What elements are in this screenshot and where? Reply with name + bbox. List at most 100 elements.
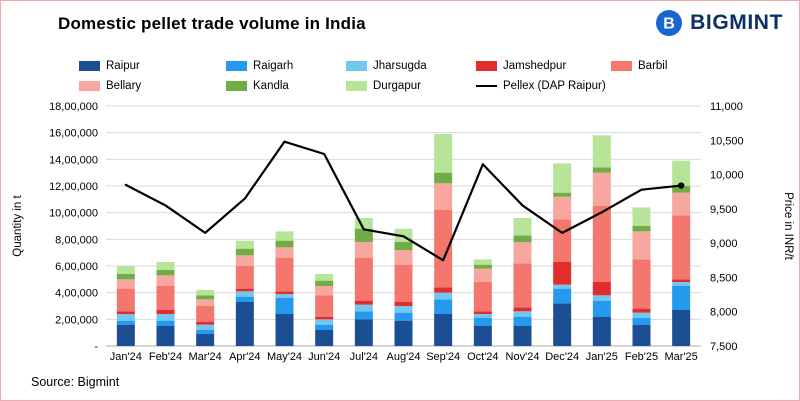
- page-title: Domestic pellet trade volume in India: [58, 14, 366, 33]
- left-tick-label: 12,00,000: [49, 181, 98, 193]
- bar-segment-durgapur: [434, 134, 453, 173]
- bar-segment-bellary: [473, 268, 492, 282]
- bar-segment-jamshedpur: [394, 302, 413, 306]
- bar-segment-kandla: [632, 226, 651, 232]
- bar-segment-raigarh: [354, 311, 373, 320]
- bar-segment-jharsugda: [315, 319, 334, 325]
- left-tick-label: 2,00,000: [55, 314, 98, 326]
- bar-segment-kandla: [473, 264, 492, 269]
- legend-color-swatch: [226, 81, 247, 91]
- right-axis-title: Price in INR/t: [782, 192, 794, 261]
- bar-segment-raigarh: [672, 286, 691, 310]
- x-tick-label: May'24: [267, 351, 302, 363]
- legend-line-swatch: [476, 84, 497, 88]
- legend-color-swatch: [79, 81, 100, 91]
- bar-segment-bellary: [156, 275, 175, 286]
- brand-name: BIGMINT: [690, 11, 783, 34]
- right-tick-label: 11,000: [710, 101, 743, 113]
- x-tick-label: Sep'24: [426, 351, 460, 363]
- right-tick-label: 7,500: [710, 341, 738, 353]
- x-tick-label: Jul'24: [350, 351, 378, 363]
- bar-segment-raigarh: [196, 330, 215, 334]
- bar-segment-kandla: [156, 270, 175, 276]
- bar-segment-raigarh: [632, 318, 651, 325]
- legend-color-swatch: [346, 81, 367, 91]
- bar-segment-durgapur: [592, 135, 611, 168]
- source-note: Source: Bigmint: [31, 375, 120, 389]
- legend-label: Jharsugda: [373, 60, 427, 72]
- x-tick-label: Nov'24: [506, 351, 540, 363]
- bar-segment-jamshedpur: [354, 300, 373, 305]
- bar-segment-jharsugda: [434, 292, 453, 300]
- bar-segment-bellary: [354, 242, 373, 258]
- right-tick-label: 8,000: [710, 307, 738, 319]
- bar-segment-kandla: [434, 172, 453, 184]
- bar-segment-durgapur: [354, 218, 373, 229]
- legend-label: Durgapur: [373, 80, 421, 92]
- bar-segment-jharsugda: [196, 324, 215, 330]
- bar-segment-raipur: [513, 326, 532, 346]
- bar-segment-raipur: [116, 324, 135, 346]
- bar-segment-jamshedpur: [275, 291, 294, 294]
- bar-segment-barbil: [513, 263, 532, 308]
- bar-segment-raipur: [235, 302, 254, 346]
- bar-segment-barbil: [354, 258, 373, 301]
- left-tick-label: 10,00,000: [49, 208, 98, 220]
- bar-segment-bellary: [275, 247, 294, 258]
- bar-segment-raigarh: [592, 300, 611, 317]
- bar-segment-barbil: [275, 258, 294, 292]
- bar-segment-barbil: [235, 266, 254, 289]
- bar-segment-kandla: [553, 192, 572, 197]
- bar-segment-raigarh: [513, 316, 532, 326]
- svg-text:B: B: [663, 16, 675, 33]
- x-tick-label: Dec'24: [545, 351, 579, 363]
- bar-segment-raipur: [473, 326, 492, 346]
- bar-segment-barbil: [632, 259, 651, 309]
- bar-segment-raigarh: [473, 318, 492, 326]
- brand-logo: B BIGMINT: [655, 9, 783, 37]
- bar-segment-bellary: [513, 242, 532, 264]
- bar-segment-jharsugda: [592, 295, 611, 301]
- bar-segment-kandla: [592, 167, 611, 173]
- bar-segment-raipur: [315, 330, 334, 346]
- bar-segment-raipur: [434, 314, 453, 346]
- bar-segment-jharsugda: [156, 314, 175, 321]
- bar-segment-barbil: [592, 206, 611, 282]
- bar-segment-bellary: [632, 231, 651, 260]
- bar-segment-jharsugda: [235, 291, 254, 297]
- bar-segment-kandla: [196, 295, 215, 300]
- bar-segment-jharsugda: [116, 314, 135, 321]
- bar-segment-kandla: [116, 274, 135, 280]
- legend-item-barbil: Barbil: [611, 60, 667, 72]
- bar-segment-raipur: [553, 303, 572, 346]
- bar-segment-durgapur: [275, 231, 294, 241]
- bar-segment-raipur: [354, 319, 373, 346]
- left-tick-label: -: [94, 341, 98, 353]
- x-tick-label: Oct'24: [467, 351, 498, 363]
- bar-segment-raipur: [632, 324, 651, 346]
- legend-item-durgapur: Durgapur: [346, 80, 476, 92]
- legend-item-kandla: Kandla: [226, 80, 346, 92]
- bar-segment-barbil: [553, 219, 572, 262]
- bar-segment-bellary: [235, 255, 254, 266]
- bar-segment-kandla: [513, 235, 532, 242]
- bar-segment-raigarh: [315, 324, 334, 330]
- bar-segment-barbil: [196, 306, 215, 322]
- bar-segment-kandla: [672, 186, 691, 193]
- left-tick-label: 6,00,000: [55, 261, 98, 273]
- x-tick-label: Aug'24: [387, 351, 421, 363]
- bar-segment-jamshedpur: [116, 311, 135, 314]
- x-tick-label: Jan'25: [586, 351, 618, 363]
- bar-segment-jharsugda: [394, 306, 413, 313]
- bar-segment-durgapur: [632, 207, 651, 226]
- bar-segment-jharsugda: [672, 282, 691, 286]
- left-tick-label: 16,00,000: [49, 128, 98, 140]
- bar-segment-jamshedpur: [315, 316, 334, 320]
- bar-segment-durgapur: [672, 160, 691, 186]
- bar-segment-jharsugda: [553, 284, 572, 289]
- bar-segment-durgapur: [196, 290, 215, 296]
- bar-segment-bellary: [553, 196, 572, 220]
- x-tick-label: Feb'25: [625, 351, 658, 363]
- right-tick-label: 9,500: [710, 204, 738, 216]
